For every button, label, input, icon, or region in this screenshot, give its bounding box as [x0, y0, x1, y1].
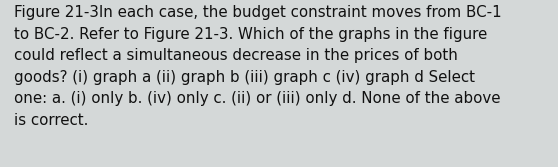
Text: Figure 21-3In each case, the budget constraint moves from BC-1
to BC-2. Refer to: Figure 21-3In each case, the budget cons…: [14, 5, 502, 128]
